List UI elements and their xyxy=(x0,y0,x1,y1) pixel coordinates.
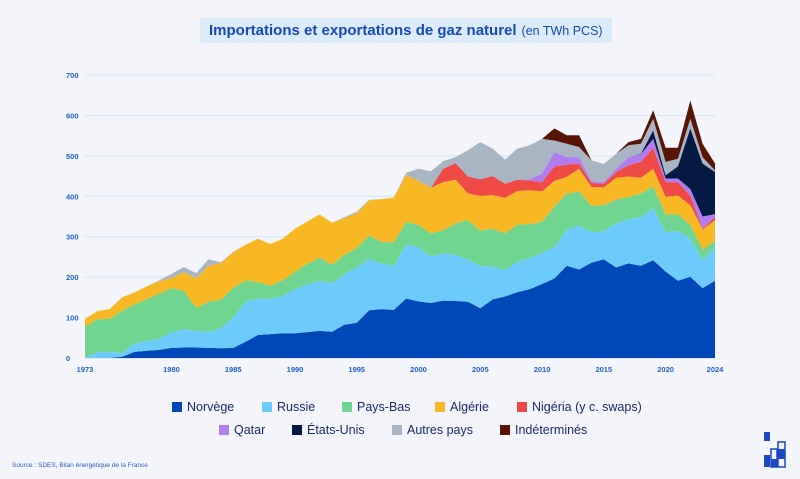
legend-swatch xyxy=(172,402,182,412)
legend-item: Algérie xyxy=(435,400,489,414)
legend-label: Pays-Bas xyxy=(357,400,411,414)
legend-item: Pays-Bas xyxy=(342,400,411,414)
legend-swatch xyxy=(517,402,527,412)
y-tick-label: 700 xyxy=(66,71,79,80)
legend-label: Nigéria (y c. swaps) xyxy=(532,400,642,414)
area-pays-bas xyxy=(85,186,715,358)
legend-item: Nigéria (y c. swaps) xyxy=(517,400,642,414)
legend-swatch xyxy=(435,402,445,412)
area-algerie xyxy=(85,168,715,327)
x-tick-label: 2010 xyxy=(534,365,551,374)
legend-label: Russie xyxy=(277,400,316,414)
y-tick-label: 400 xyxy=(66,192,79,201)
legend-swatch xyxy=(292,425,302,435)
legend-item: Qatar xyxy=(219,423,265,437)
legend-item: Autres pays xyxy=(392,423,473,437)
legend-label: Indéterminés xyxy=(515,423,588,437)
x-tick-label: 1995 xyxy=(348,365,365,374)
y-tick-label: 500 xyxy=(66,152,79,161)
legend-item: Norvège xyxy=(172,400,234,414)
y-tick-label: 0 xyxy=(66,354,70,363)
y-tick-label: 300 xyxy=(66,233,79,242)
legend-swatch xyxy=(262,402,272,412)
stacked-area-chart: 0 100 200 300 400 500 600 700 1973 1980 1985 1990 1… xyxy=(66,71,725,374)
sdes-logo-icon xyxy=(764,432,786,468)
y-tick-label: 200 xyxy=(66,273,79,282)
chart-title: Importations et exportations de gaz natu… xyxy=(200,18,612,43)
legend-label: États-Unis xyxy=(307,423,365,437)
x-tick-label: 1973 xyxy=(77,365,94,374)
legend-label: Norvège xyxy=(187,400,235,414)
x-tick-label: 2020 xyxy=(657,365,674,374)
legend-item: États-Unis xyxy=(292,423,365,437)
source-note: Source : SDES, Bilan énergétique de la F… xyxy=(12,462,148,469)
legend-swatch xyxy=(219,425,229,435)
x-tick-label: 1980 xyxy=(163,365,180,374)
x-tick-label: 2005 xyxy=(472,365,489,374)
legend-label: Algérie xyxy=(450,400,489,414)
legend-label: Qatar xyxy=(234,423,266,437)
legend-swatch xyxy=(392,425,402,435)
x-tick-label: 1990 xyxy=(287,365,304,374)
title-main: Importations et exportations de gaz natu… xyxy=(209,22,517,39)
x-tick-label: 2000 xyxy=(410,365,427,374)
x-tick-label: 2024 xyxy=(707,365,725,374)
area-russie xyxy=(85,208,715,358)
area-nigeria-y-c-swaps xyxy=(85,147,715,319)
legend-item: Indéterminés xyxy=(500,423,587,437)
legend-item: Russie xyxy=(262,400,315,414)
y-tick-label: 600 xyxy=(66,111,79,120)
x-tick-label: 2015 xyxy=(595,365,612,374)
x-tick-label: 1985 xyxy=(225,365,242,374)
area-norvege xyxy=(85,259,715,358)
title-unit: (en TWh PCS) xyxy=(521,23,603,38)
legend-label: Autres pays xyxy=(407,423,474,437)
legend-swatch xyxy=(500,425,510,435)
y-tick-label: 100 xyxy=(66,314,79,323)
legend-swatch xyxy=(342,402,352,412)
